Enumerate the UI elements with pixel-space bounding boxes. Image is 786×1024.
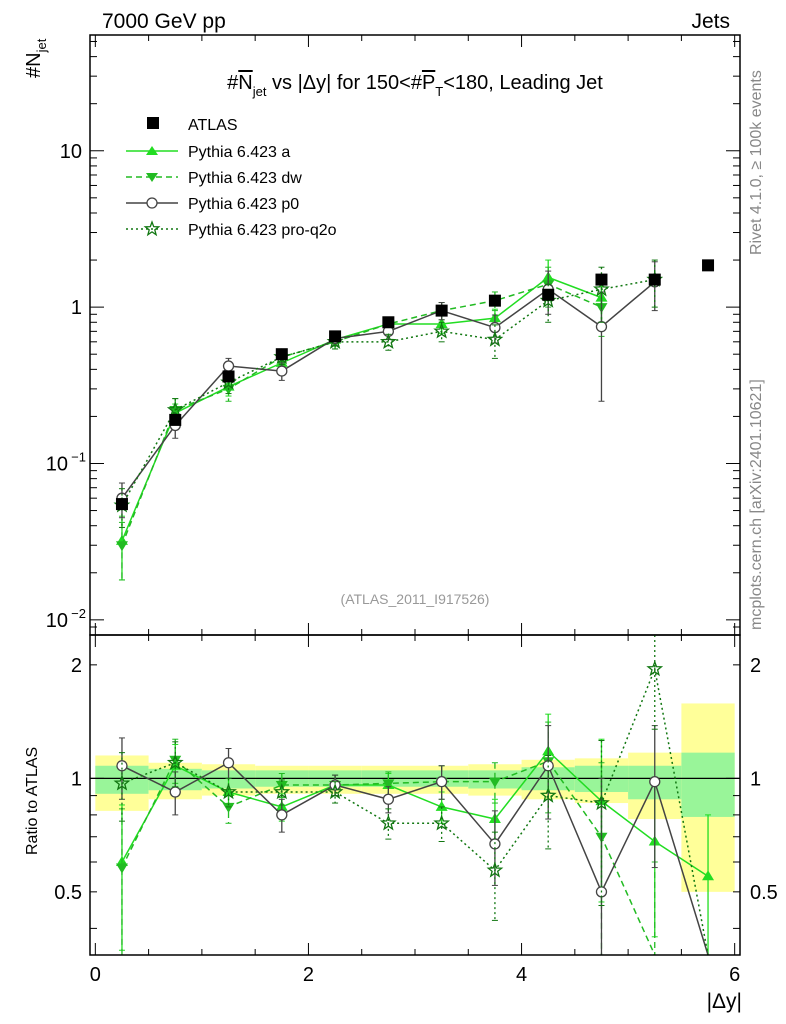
main-series-line [121, 283, 602, 546]
atlas-data-point [648, 273, 661, 286]
legend: ATLAS Pythia 6.423 a Pythia 6.423 dw Pyt… [126, 117, 337, 239]
ratio-series-marker [435, 800, 448, 811]
ratio-panel: 2 2 1 1 0.5 0.5 0 2 4 6 [54, 634, 778, 986]
main-y-tick-exponent: −2 [71, 606, 86, 621]
ratio-x-tick-label: 2 [303, 964, 314, 986]
atlas-data-point [542, 288, 555, 301]
atlas-data-point [329, 330, 342, 343]
ratio-series-marker [326, 783, 344, 800]
ratio-y-tick-label-right: 1 [750, 768, 761, 790]
ratio-y-tick-label-right: 2 [750, 655, 761, 677]
ratio-y-axis-label: Ratio to ATLAS [24, 747, 41, 855]
ratio-series-marker [435, 776, 448, 788]
main-y-tick-label: 10 [46, 453, 68, 475]
category-label: Jets [691, 10, 730, 33]
ratio-x-tick-label: 0 [90, 964, 101, 986]
ratio-series-marker [169, 786, 181, 798]
svg-text:#Njet: #Njet [23, 38, 49, 78]
atlas-data-point [222, 370, 235, 383]
ratio-y-tick-label-right: 0.5 [750, 882, 778, 904]
ratio-x-tick-label: 4 [516, 964, 527, 986]
main-series-line [121, 281, 656, 499]
ratio-series-marker [702, 870, 715, 881]
ratio-series-marker [486, 861, 504, 878]
ratio-series-marker [646, 660, 664, 677]
legend-marker-p0 [146, 197, 158, 209]
ratio-series-marker [273, 783, 291, 800]
legend-marker-atlas [147, 117, 159, 129]
ratio-series-marker [433, 814, 451, 831]
main-y-tick-exponent: −1 [71, 449, 86, 464]
main-series-marker [166, 401, 184, 418]
ratio-series-marker [276, 809, 288, 821]
ratio-series-marker [220, 783, 237, 800]
ratio-series-marker [222, 757, 235, 769]
main-series-marker [486, 330, 504, 347]
uncertainty-band-green [681, 752, 735, 817]
main-series-marker [169, 405, 182, 416]
ratio-series-marker [169, 755, 182, 766]
ratio-series-marker [116, 760, 128, 772]
atlas-data-point [275, 348, 288, 361]
ratio-series-marker [113, 774, 131, 791]
legend-label-a: Pythia 6.423 a [188, 144, 290, 161]
ratio-series-marker [379, 814, 397, 831]
ratio-y-tick-label: 1 [71, 768, 82, 790]
main-y-tick-label: 10 [46, 610, 68, 632]
energy-label: 7000 GeV pp [102, 10, 226, 33]
analysis-watermark: (ATLAS_2011_I917526) [341, 591, 490, 607]
atlas-data-point [115, 498, 128, 511]
ratio-y-tick-label: 0.5 [54, 882, 82, 904]
ratio-series-marker [539, 786, 557, 803]
ratio-series-line [121, 666, 709, 956]
main-series-marker [276, 365, 288, 377]
ratio-y-tick-label: 2 [71, 655, 82, 677]
main-series-marker [595, 321, 608, 333]
main-series-marker [222, 360, 235, 372]
ratio-series-line [121, 750, 709, 877]
ratio-series-marker [593, 794, 610, 811]
atlas-data-point [702, 259, 715, 272]
main-y-axis-label: #Njet [23, 38, 49, 78]
main-y-tick-label: 1 [71, 297, 82, 319]
rivet-version-label: Rivet 4.1.0, ≥ 100k events [748, 70, 765, 255]
legend-label-p0: Pythia 6.423 p0 [188, 196, 299, 213]
ratio-series-marker [115, 863, 128, 874]
atlas-data-point [595, 273, 608, 286]
main-series-marker [433, 322, 451, 339]
x-axis-label: |Δy| [707, 990, 742, 1013]
legend-marker-pro-q2o [143, 220, 161, 237]
main-y-tick-label: 10 [60, 141, 82, 163]
atlas-data-point [382, 316, 395, 329]
ratio-series-marker [166, 753, 184, 770]
main-series-marker [115, 541, 128, 552]
atlas-data-point [169, 413, 182, 426]
main-series-marker [379, 332, 397, 349]
main-series-marker [593, 280, 610, 297]
main-series-line [121, 276, 602, 542]
ratio-series-marker [649, 776, 661, 788]
atlas-data-point [488, 294, 501, 307]
mcplots-label: mcplots.cern.ch [arXiv:2401.10621] [748, 379, 765, 630]
ratio-x-tick-label: 6 [729, 964, 740, 986]
main-series-line [121, 278, 655, 506]
legend-label-pro-q2o: Pythia 6.423 pro-q2o [188, 222, 337, 239]
ratio-series-marker [488, 777, 501, 788]
legend-label-dw: Pythia 6.423 dw [188, 170, 302, 187]
ratio-series-marker [382, 793, 395, 805]
legend-marker-a [146, 146, 158, 155]
atlas-data-point [435, 304, 448, 317]
legend-marker-dw [146, 173, 158, 182]
ratio-series-line [121, 761, 709, 956]
legend-label-atlas: ATLAS [188, 117, 238, 134]
main-plot-title: #Njet vs |Δy| for 150<#PT<180, Leading J… [227, 72, 603, 99]
ratio-series-marker [382, 779, 395, 790]
ratio-series-marker [222, 802, 235, 813]
